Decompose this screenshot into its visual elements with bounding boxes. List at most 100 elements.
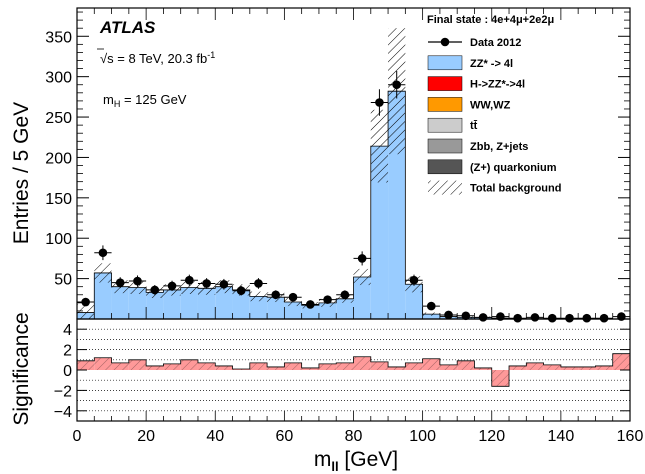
unc-band-3 xyxy=(128,281,147,294)
legend-swatch-5 xyxy=(427,138,463,154)
sig-bar-hatch-7 xyxy=(197,362,216,370)
sig-bar-hatch-20 xyxy=(422,358,440,370)
sig-bar-hatch-8 xyxy=(215,365,233,370)
sig-y-tick-label: 0 xyxy=(63,363,72,380)
legend-label-2: H->ZZ*->4l xyxy=(470,79,525,91)
legend-swatch-3 xyxy=(427,97,463,112)
bar-0-5 xyxy=(163,289,181,319)
data-point-29 xyxy=(582,313,592,323)
sig-bar-hatch-25 xyxy=(509,365,527,370)
unc-band-16 xyxy=(353,268,371,286)
unc-band-1 xyxy=(94,263,112,283)
sig-y-tick-label: 4 xyxy=(63,322,72,339)
data-point-18 xyxy=(392,80,402,90)
sig-bar-hatch-16 xyxy=(353,356,371,370)
data-point-17 xyxy=(375,98,384,107)
data-point-27 xyxy=(547,313,557,323)
main-y-axis-title: Entries / 5 GeV xyxy=(10,102,33,244)
sig-bar-hatch-31 xyxy=(612,353,630,370)
sig-bar-hatch-4 xyxy=(146,365,164,370)
sig-bar-hatch-11 xyxy=(267,366,285,370)
main-panel: 50 100 150 200 250 300 350 ATLAS √s = 8 TeV, 2… xyxy=(10,7,631,323)
x-axis-title: mll [GeV] xyxy=(314,448,398,474)
sig-bar-hatch-26 xyxy=(526,362,544,370)
bar-0-12 xyxy=(284,302,302,319)
y-tick-label: 150 xyxy=(45,191,72,208)
sig-bar-hatch-14 xyxy=(318,363,337,370)
data-point-13 xyxy=(305,300,315,309)
data-point-5 xyxy=(167,281,177,291)
data-point-4 xyxy=(150,285,160,295)
main-axis-ticks: 50 100 150 200 250 300 350 xyxy=(45,8,631,319)
legend-swatch-2 xyxy=(427,76,463,91)
unc-band-0 xyxy=(77,304,95,319)
sig-bar-hatch-29 xyxy=(578,366,596,370)
data-point-25 xyxy=(513,313,522,323)
unc-band-6 xyxy=(180,281,198,294)
sig-bar-hatch-22 xyxy=(457,360,475,370)
bar-0-13 xyxy=(301,305,319,319)
y-tick-label: 50 xyxy=(54,272,72,289)
x-tick-label: 60 xyxy=(275,428,293,445)
sig-y-tick-label: −4 xyxy=(54,404,72,421)
unc-band-12 xyxy=(284,297,302,307)
legend-label-0: Data 2012 xyxy=(470,37,521,49)
legend-label-5: Zbb, Z+jets xyxy=(470,141,528,153)
sig-outline xyxy=(76,353,631,387)
sig-bar-hatch-6 xyxy=(180,359,198,370)
legend-swatch-1 xyxy=(427,55,463,71)
legend-label-1: ZZ* -> 4l xyxy=(470,58,513,70)
x-tick-label: 20 xyxy=(137,428,155,445)
bar-0-15 xyxy=(336,298,354,319)
legend-title: Final state : 4e+4μ+2e2μ xyxy=(427,14,554,26)
bar-0-11 xyxy=(267,297,285,319)
data-point-16 xyxy=(357,254,367,263)
legend: Final state : 4e+4μ+2e2μ Data 2012 ZZ* ->… xyxy=(427,14,561,195)
data-point-23 xyxy=(478,313,488,322)
bar-0-2 xyxy=(111,286,129,319)
y-tick-label: 300 xyxy=(45,70,72,87)
x-tick-label: 80 xyxy=(345,428,363,445)
sig-bar-hatch-15 xyxy=(336,362,354,370)
bar-0-17 xyxy=(370,146,389,319)
bar-0-8 xyxy=(215,286,233,319)
sig-bar-hatch-0 xyxy=(77,360,95,370)
sig-y-tick-label: 2 xyxy=(63,343,72,360)
sig-bar-hatch-19 xyxy=(405,362,423,370)
sig-y-tick-label: −2 xyxy=(54,383,72,400)
data-point-11 xyxy=(271,290,281,300)
sig-bar-hatch-9 xyxy=(232,368,250,370)
bar-0-16 xyxy=(353,276,371,319)
data-point-9 xyxy=(236,286,246,296)
y-tick-label: 250 xyxy=(45,110,72,127)
sig-bar-hatch-24 xyxy=(491,370,510,387)
data-point-0 xyxy=(81,297,90,307)
data-point-10 xyxy=(254,279,263,288)
data-point-21 xyxy=(444,310,453,320)
significance-plot-frame xyxy=(76,318,631,422)
data-point-12 xyxy=(288,292,298,302)
sig-bar-hatch-10 xyxy=(249,362,268,370)
bar-0-6 xyxy=(180,287,198,319)
bar-0-3 xyxy=(128,287,147,319)
bar-0-19 xyxy=(405,284,423,319)
bar-0-9 xyxy=(232,289,250,319)
sig-bar-hatch-5 xyxy=(163,363,181,370)
data-point-15 xyxy=(340,290,350,300)
sig-bar-hatch-28 xyxy=(560,366,579,370)
data-point-3 xyxy=(133,276,142,286)
y-tick-label: 100 xyxy=(45,231,72,248)
higgs-mass-label: mH = 125 GeV xyxy=(103,92,187,109)
data-point-14 xyxy=(323,295,332,304)
legend-data-marker xyxy=(440,37,450,47)
experiment-label: ATLAS xyxy=(99,18,156,37)
significance-histogram xyxy=(76,353,631,387)
data-point-1 xyxy=(98,248,108,258)
legend-swatch-4 xyxy=(427,117,463,133)
data-point-19 xyxy=(409,275,419,285)
unc-band-17 xyxy=(370,109,389,183)
x-tick-label: 0 xyxy=(73,428,82,445)
x-tick-label: 120 xyxy=(478,428,505,445)
